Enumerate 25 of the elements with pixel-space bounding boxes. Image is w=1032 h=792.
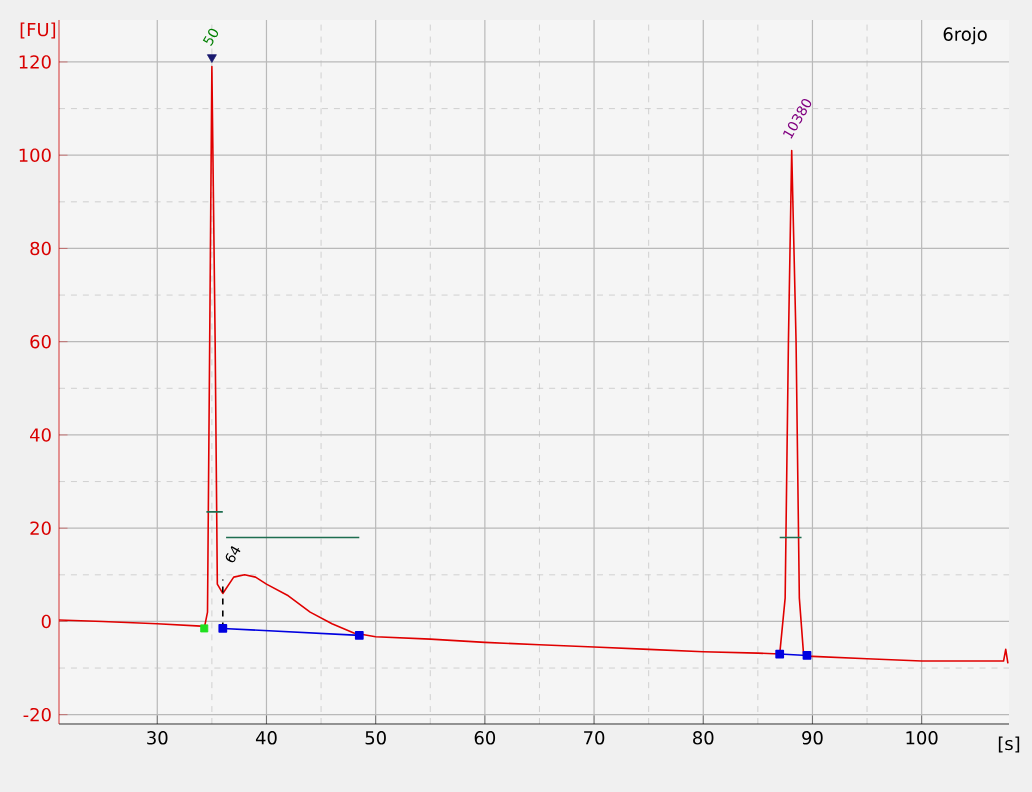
y-tick-label: 100: [19, 148, 51, 162]
x-tick-label: 80: [693, 731, 714, 745]
x-tick-label: 50: [365, 731, 386, 745]
point: [802, 651, 812, 660]
x-tick-label: 60: [474, 731, 496, 745]
x-tick-label: 100: [906, 731, 938, 745]
point: [775, 649, 785, 659]
x-tick-label: 90: [802, 731, 823, 745]
y-tick-label: -20: [23, 707, 51, 722]
y-tick-label: 80: [30, 241, 51, 256]
annotation: 6rojo: [943, 27, 987, 45]
x-axis-title: [s]: [998, 736, 1020, 753]
point: [200, 624, 209, 633]
point: [206, 54, 217, 63]
x-tick-label: 30: [147, 731, 168, 745]
point: [354, 631, 364, 640]
y-tick-label: 40: [30, 428, 51, 442]
y-tick-label: 60: [30, 334, 51, 349]
y-tick-label: 120: [19, 55, 51, 69]
x-tick-label: 70: [584, 731, 605, 745]
y-tick-label: 0: [41, 614, 51, 629]
x-tick-label: 40: [255, 731, 277, 745]
point: [218, 624, 228, 633]
y-tick-label: 20: [30, 521, 51, 535]
y-axis-title: [FU]: [20, 22, 56, 39]
